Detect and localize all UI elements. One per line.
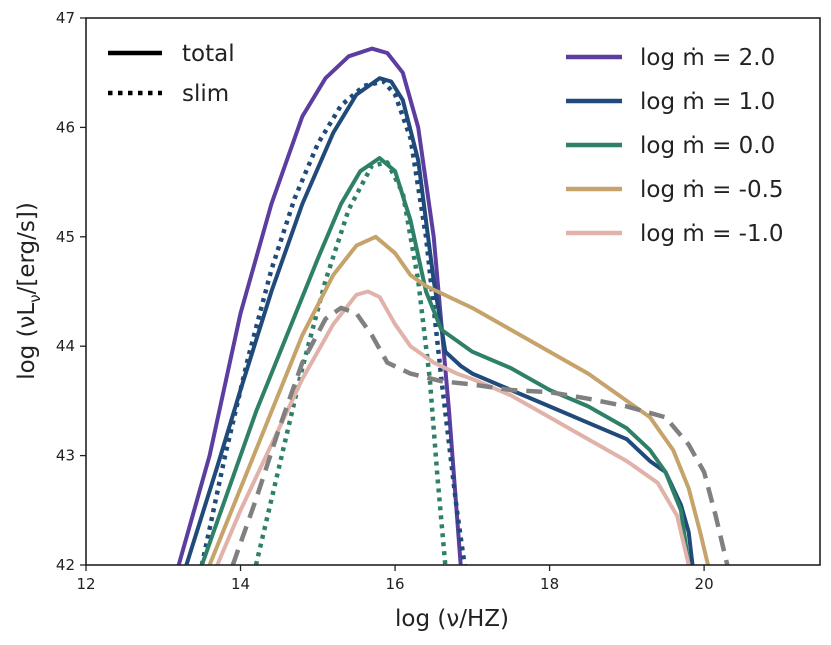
series-line-7-dashed: [230, 305, 730, 565]
x-tick-label: 16: [386, 575, 405, 593]
y-axis-label-tail: /[erg/s]): [14, 202, 40, 294]
y-tick-label: 42: [56, 556, 75, 574]
series-line-0-solid: [176, 46, 463, 565]
x-tick-label: 14: [231, 575, 250, 593]
series-line-6-solid: [215, 289, 691, 565]
y-axis-label: log (νLν/[erg/s]): [14, 202, 44, 380]
plot-frame: [85, 17, 821, 566]
series-legend: log ṁ = 2.0 log ṁ = 1.0 log ṁ = 0.0 log ṁ =…: [566, 45, 784, 247]
series-line-4-dotted: [253, 160, 448, 565]
y-tick-label: 47: [56, 9, 75, 27]
legend-label-4: log ṁ = -1.0: [640, 221, 784, 247]
x-tick-label: 18: [540, 575, 559, 593]
x-axis-label: log (ν/HZ): [395, 606, 509, 632]
legend-label-total: total: [182, 41, 235, 67]
axis-ticks: 12 14 16 18 20 42 43 44 45 46 47: [56, 9, 714, 593]
x-tick-label: 12: [76, 575, 95, 593]
y-tick-label: 45: [56, 228, 75, 246]
legend-label-2: log ṁ = 0.0: [640, 133, 775, 159]
series-layer: [176, 46, 730, 565]
series-line-2-dotted: [199, 79, 467, 565]
series-line-3-solid: [200, 156, 691, 565]
y-tick-label: 44: [56, 337, 75, 355]
style-legend: total slim: [108, 41, 235, 107]
y-axis-label-sub: ν: [26, 294, 44, 302]
y-axis-label-main: log (νL: [14, 303, 40, 380]
legend-label-3: log ṁ = -0.5: [640, 177, 784, 203]
legend-label-slim: slim: [182, 81, 229, 107]
series-line-5-solid: [207, 234, 710, 565]
series-line-1-solid: [184, 76, 695, 565]
x-tick-label: 20: [695, 575, 714, 593]
y-tick-label: 43: [56, 447, 75, 465]
legend-label-0: log ṁ = 2.0: [640, 45, 775, 71]
y-tick-label: 46: [56, 118, 75, 136]
legend-label-1: log ṁ = 1.0: [640, 89, 775, 115]
